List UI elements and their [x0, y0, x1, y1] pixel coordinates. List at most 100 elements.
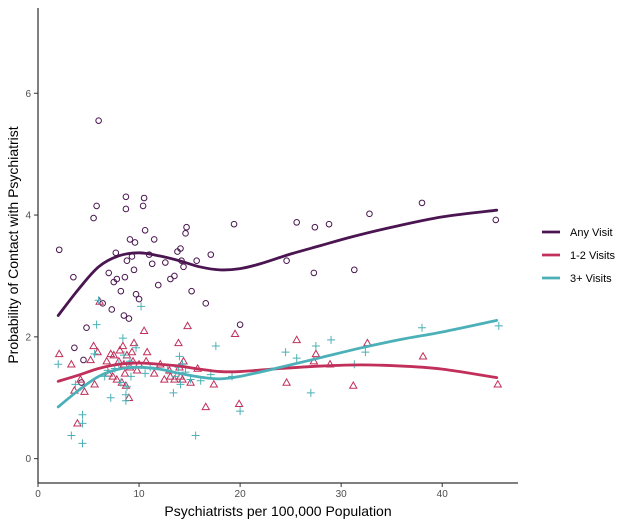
data-point	[193, 257, 200, 265]
data-point	[201, 402, 211, 411]
data-point	[162, 259, 169, 266]
data-point	[493, 379, 503, 388]
y-tick-label: 4	[25, 211, 31, 222]
x-axis-title: Psychiatrists per 100,000 Population	[164, 503, 391, 519]
data-point	[139, 202, 147, 210]
data-point	[90, 349, 99, 358]
data-point	[95, 117, 102, 124]
data-point	[99, 300, 106, 307]
data-point	[131, 239, 139, 246]
x-tick-label: 10	[133, 489, 145, 500]
data-point	[179, 356, 188, 365]
x-tick-label: 0	[35, 489, 41, 500]
data-point	[123, 257, 131, 265]
data-point	[182, 230, 189, 237]
data-point	[93, 202, 100, 210]
data-point	[311, 349, 321, 358]
data-point	[171, 272, 178, 280]
data-point	[122, 382, 131, 391]
data-point	[209, 379, 219, 388]
data-point	[129, 338, 139, 347]
data-point	[80, 387, 89, 395]
x-tick-label: 40	[437, 489, 449, 500]
data-point	[112, 374, 122, 383]
x-tick-label: 20	[235, 489, 247, 500]
data-point	[109, 350, 119, 359]
data-point	[121, 273, 129, 281]
y-tick-label: 2	[25, 332, 31, 343]
data-point	[120, 312, 128, 319]
data-point	[207, 251, 215, 258]
data-point	[177, 245, 184, 252]
data-point	[311, 223, 319, 231]
data-point	[94, 296, 103, 305]
data-point	[310, 269, 318, 277]
data-point	[116, 378, 125, 387]
data-point	[418, 323, 426, 332]
data-point	[122, 205, 130, 213]
data-point	[93, 347, 103, 356]
y-tick-label: 6	[25, 89, 31, 100]
data-point	[55, 246, 63, 254]
x-ticks: 0 10 20 30 40	[35, 483, 448, 500]
smooth-line	[56, 361, 499, 383]
data-point	[126, 236, 134, 243]
data-point	[90, 379, 100, 388]
data-point	[121, 380, 131, 389]
data-point	[106, 393, 115, 402]
y-ticks: 0 2 4 6	[25, 89, 38, 465]
data-point	[350, 266, 358, 274]
data-point	[150, 236, 158, 243]
data-point	[106, 349, 116, 358]
data-point	[418, 351, 428, 360]
data-point	[113, 275, 121, 283]
data-point	[188, 287, 195, 295]
data-point	[176, 380, 185, 389]
legend: Any Visit 1-2 Visits 3+ Visits	[542, 227, 616, 285]
data-point	[292, 335, 302, 344]
data-point	[174, 338, 183, 347]
data-point	[102, 356, 112, 365]
legend-label: 3+ Visits	[570, 273, 612, 285]
data-point	[361, 348, 370, 357]
data-point	[90, 214, 97, 222]
data-point	[191, 431, 200, 440]
data-point	[169, 374, 179, 383]
data-point	[169, 388, 178, 397]
data-point	[89, 341, 99, 350]
data-point	[178, 374, 187, 383]
data-point	[180, 263, 187, 271]
data-point	[186, 377, 196, 386]
data-point	[293, 219, 300, 226]
data-point	[121, 390, 130, 399]
data-point	[117, 287, 125, 295]
data-point	[292, 354, 301, 363]
plot-points	[54, 117, 503, 448]
data-point	[141, 369, 150, 378]
data-point	[175, 352, 184, 361]
data-point	[149, 368, 159, 377]
data-point	[118, 334, 127, 343]
smooth-lines	[56, 208, 499, 409]
data-point	[71, 344, 78, 352]
data-point	[75, 374, 85, 383]
data-point	[202, 300, 210, 307]
data-point	[234, 399, 244, 408]
data-point	[125, 315, 133, 322]
y-tick-label: 0	[25, 454, 31, 465]
data-point	[119, 351, 128, 360]
data-point	[282, 377, 292, 386]
data-point	[67, 431, 76, 440]
smooth-line	[56, 208, 499, 317]
data-point	[140, 194, 148, 202]
legend-item: 1-2 Visits	[542, 250, 616, 262]
data-point	[127, 347, 137, 356]
data-point	[230, 329, 240, 338]
data-point	[418, 199, 426, 207]
data-point	[108, 306, 116, 313]
data-point	[139, 326, 149, 334]
smooth-line	[56, 319, 499, 409]
data-point	[71, 380, 80, 389]
legend-item: Any Visit	[542, 227, 613, 239]
